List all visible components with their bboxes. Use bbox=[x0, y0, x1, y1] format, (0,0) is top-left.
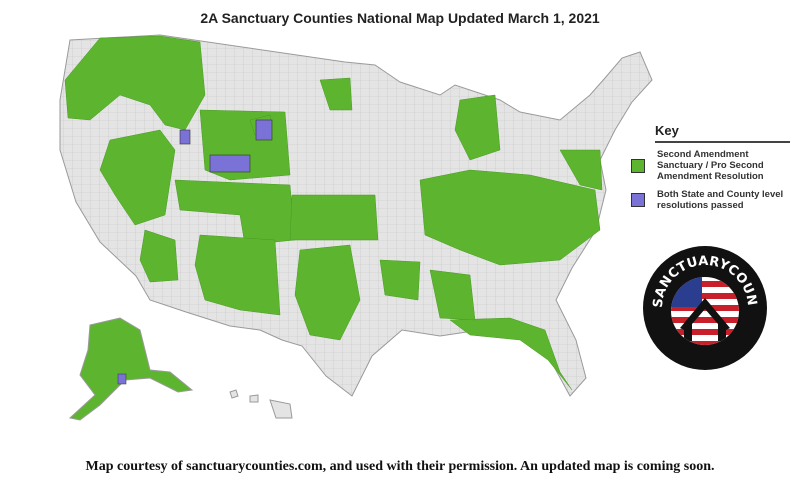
map-key: Key Second Amendment Sanctuary / Pro Sec… bbox=[631, 123, 790, 218]
key-item-sanctuary: Second Amendment Sanctuary / Pro Second … bbox=[631, 149, 790, 182]
key-item-both: Both State and County level resolutions … bbox=[631, 189, 790, 211]
purple-swatch bbox=[631, 193, 645, 207]
map-caption: Map courtesy of sanctuarycounties.com, a… bbox=[85, 459, 715, 474]
hawaii bbox=[229, 389, 293, 419]
key-label: Second Amendment Sanctuary / Pro Second … bbox=[657, 149, 764, 182]
key-title: Key bbox=[655, 123, 790, 143]
sanctuary-counties bbox=[64, 35, 603, 391]
alaska bbox=[68, 317, 194, 421]
alaska-both-level bbox=[117, 373, 127, 385]
key-label: Both State and County level resolutions … bbox=[657, 189, 784, 211]
sanctuarycounties-logo: SANCTUARYCOUNTIES.COM bbox=[640, 243, 767, 370]
both-level-counties bbox=[179, 119, 273, 173]
map-title: 2A Sanctuary Counties National Map Updat… bbox=[200, 10, 600, 26]
green-swatch bbox=[631, 158, 645, 173]
